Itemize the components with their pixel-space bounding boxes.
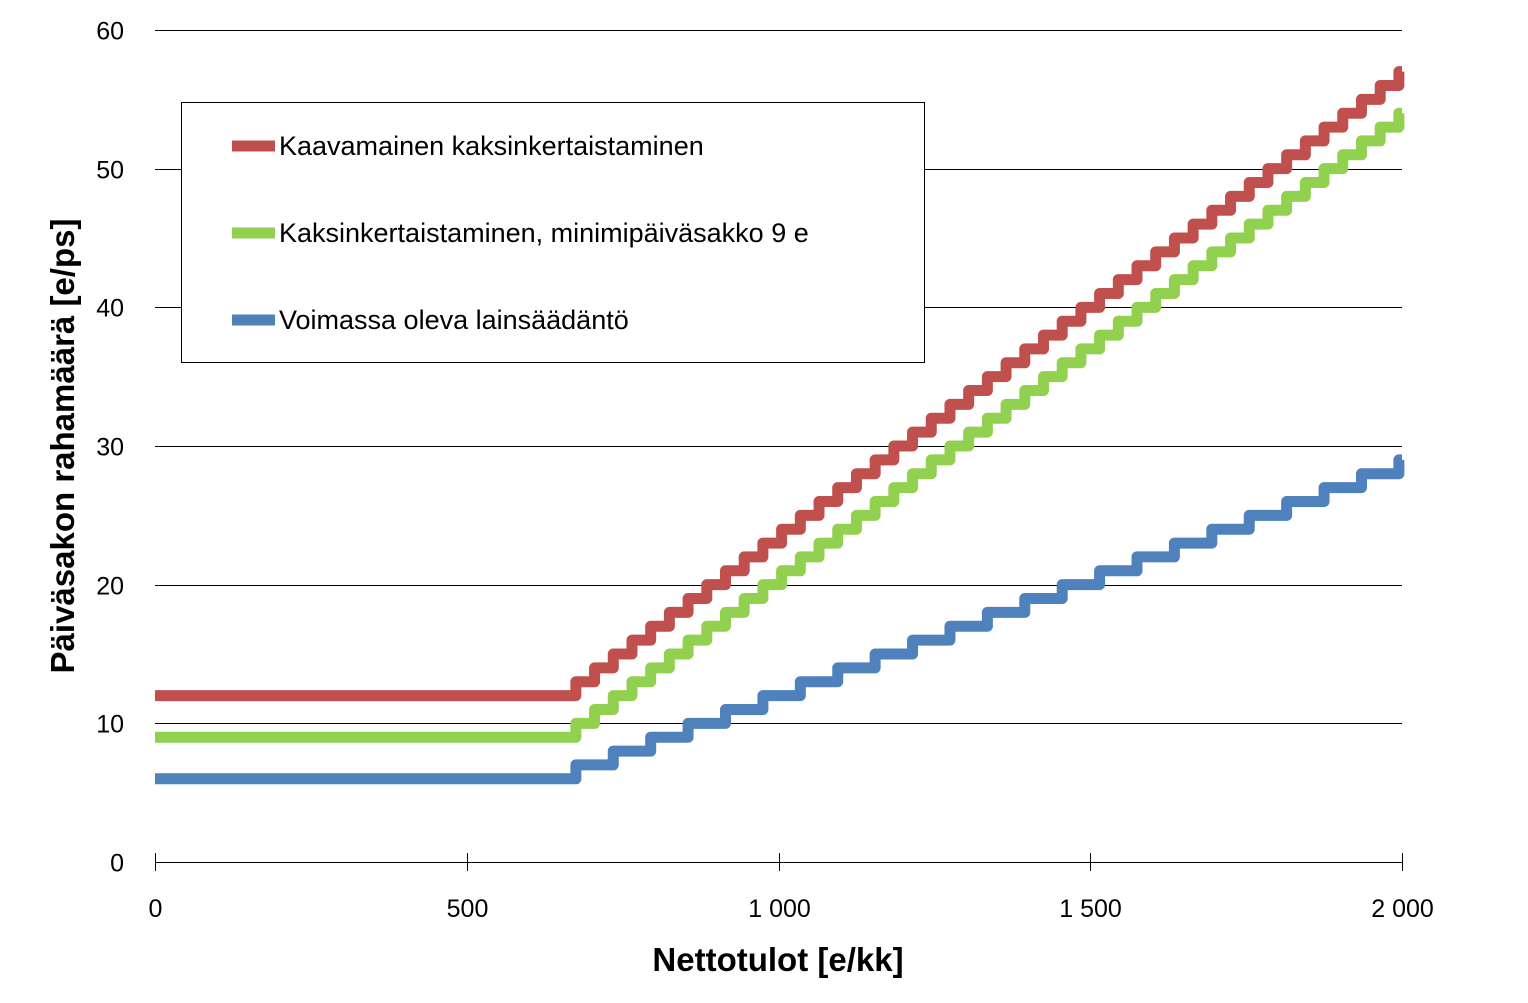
- series-lines: [155, 66, 1405, 785]
- y-tick-label: 10: [96, 711, 124, 739]
- series-line-1: [155, 107, 1405, 743]
- x-tick-label: 2 000: [1371, 895, 1434, 923]
- y-axis-title: Päiväsakon rahamäärä [e/ps]: [44, 219, 81, 674]
- legend: Kaavamainen kaksinkertaistaminen Kaksinke…: [181, 102, 925, 363]
- legend-label-1: Kaksinkertaistaminen, minimipäiväsakko 9…: [279, 218, 809, 248]
- legend-box: [181, 102, 925, 363]
- x-tick-label: 1 000: [748, 895, 811, 923]
- x-axis: 0 500 1 000 1 500 2 000: [149, 853, 1434, 923]
- legend-label-0: Kaavamainen kaksinkertaistaminen: [279, 131, 704, 161]
- y-tick-label: 50: [96, 157, 124, 185]
- x-tick-label: 500: [447, 895, 489, 923]
- y-tick-label: 20: [96, 573, 124, 601]
- series-line-0: [155, 66, 1405, 702]
- legend-label-2: Voimassa oleva lainsäädäntö: [279, 305, 629, 335]
- series-line-2: [155, 454, 1405, 785]
- y-tick-label: 40: [96, 295, 124, 323]
- x-axis-title: Nettotulot [e/kk]: [652, 941, 903, 978]
- y-tick-label: 30: [96, 434, 124, 462]
- x-tick-label: 1 500: [1059, 895, 1122, 923]
- y-axis: 0 10 20 30 40 50 60: [96, 18, 124, 878]
- y-tick-label: 60: [96, 18, 124, 46]
- y-tick-label: 0: [110, 850, 124, 878]
- x-tick-label: 0: [149, 895, 163, 923]
